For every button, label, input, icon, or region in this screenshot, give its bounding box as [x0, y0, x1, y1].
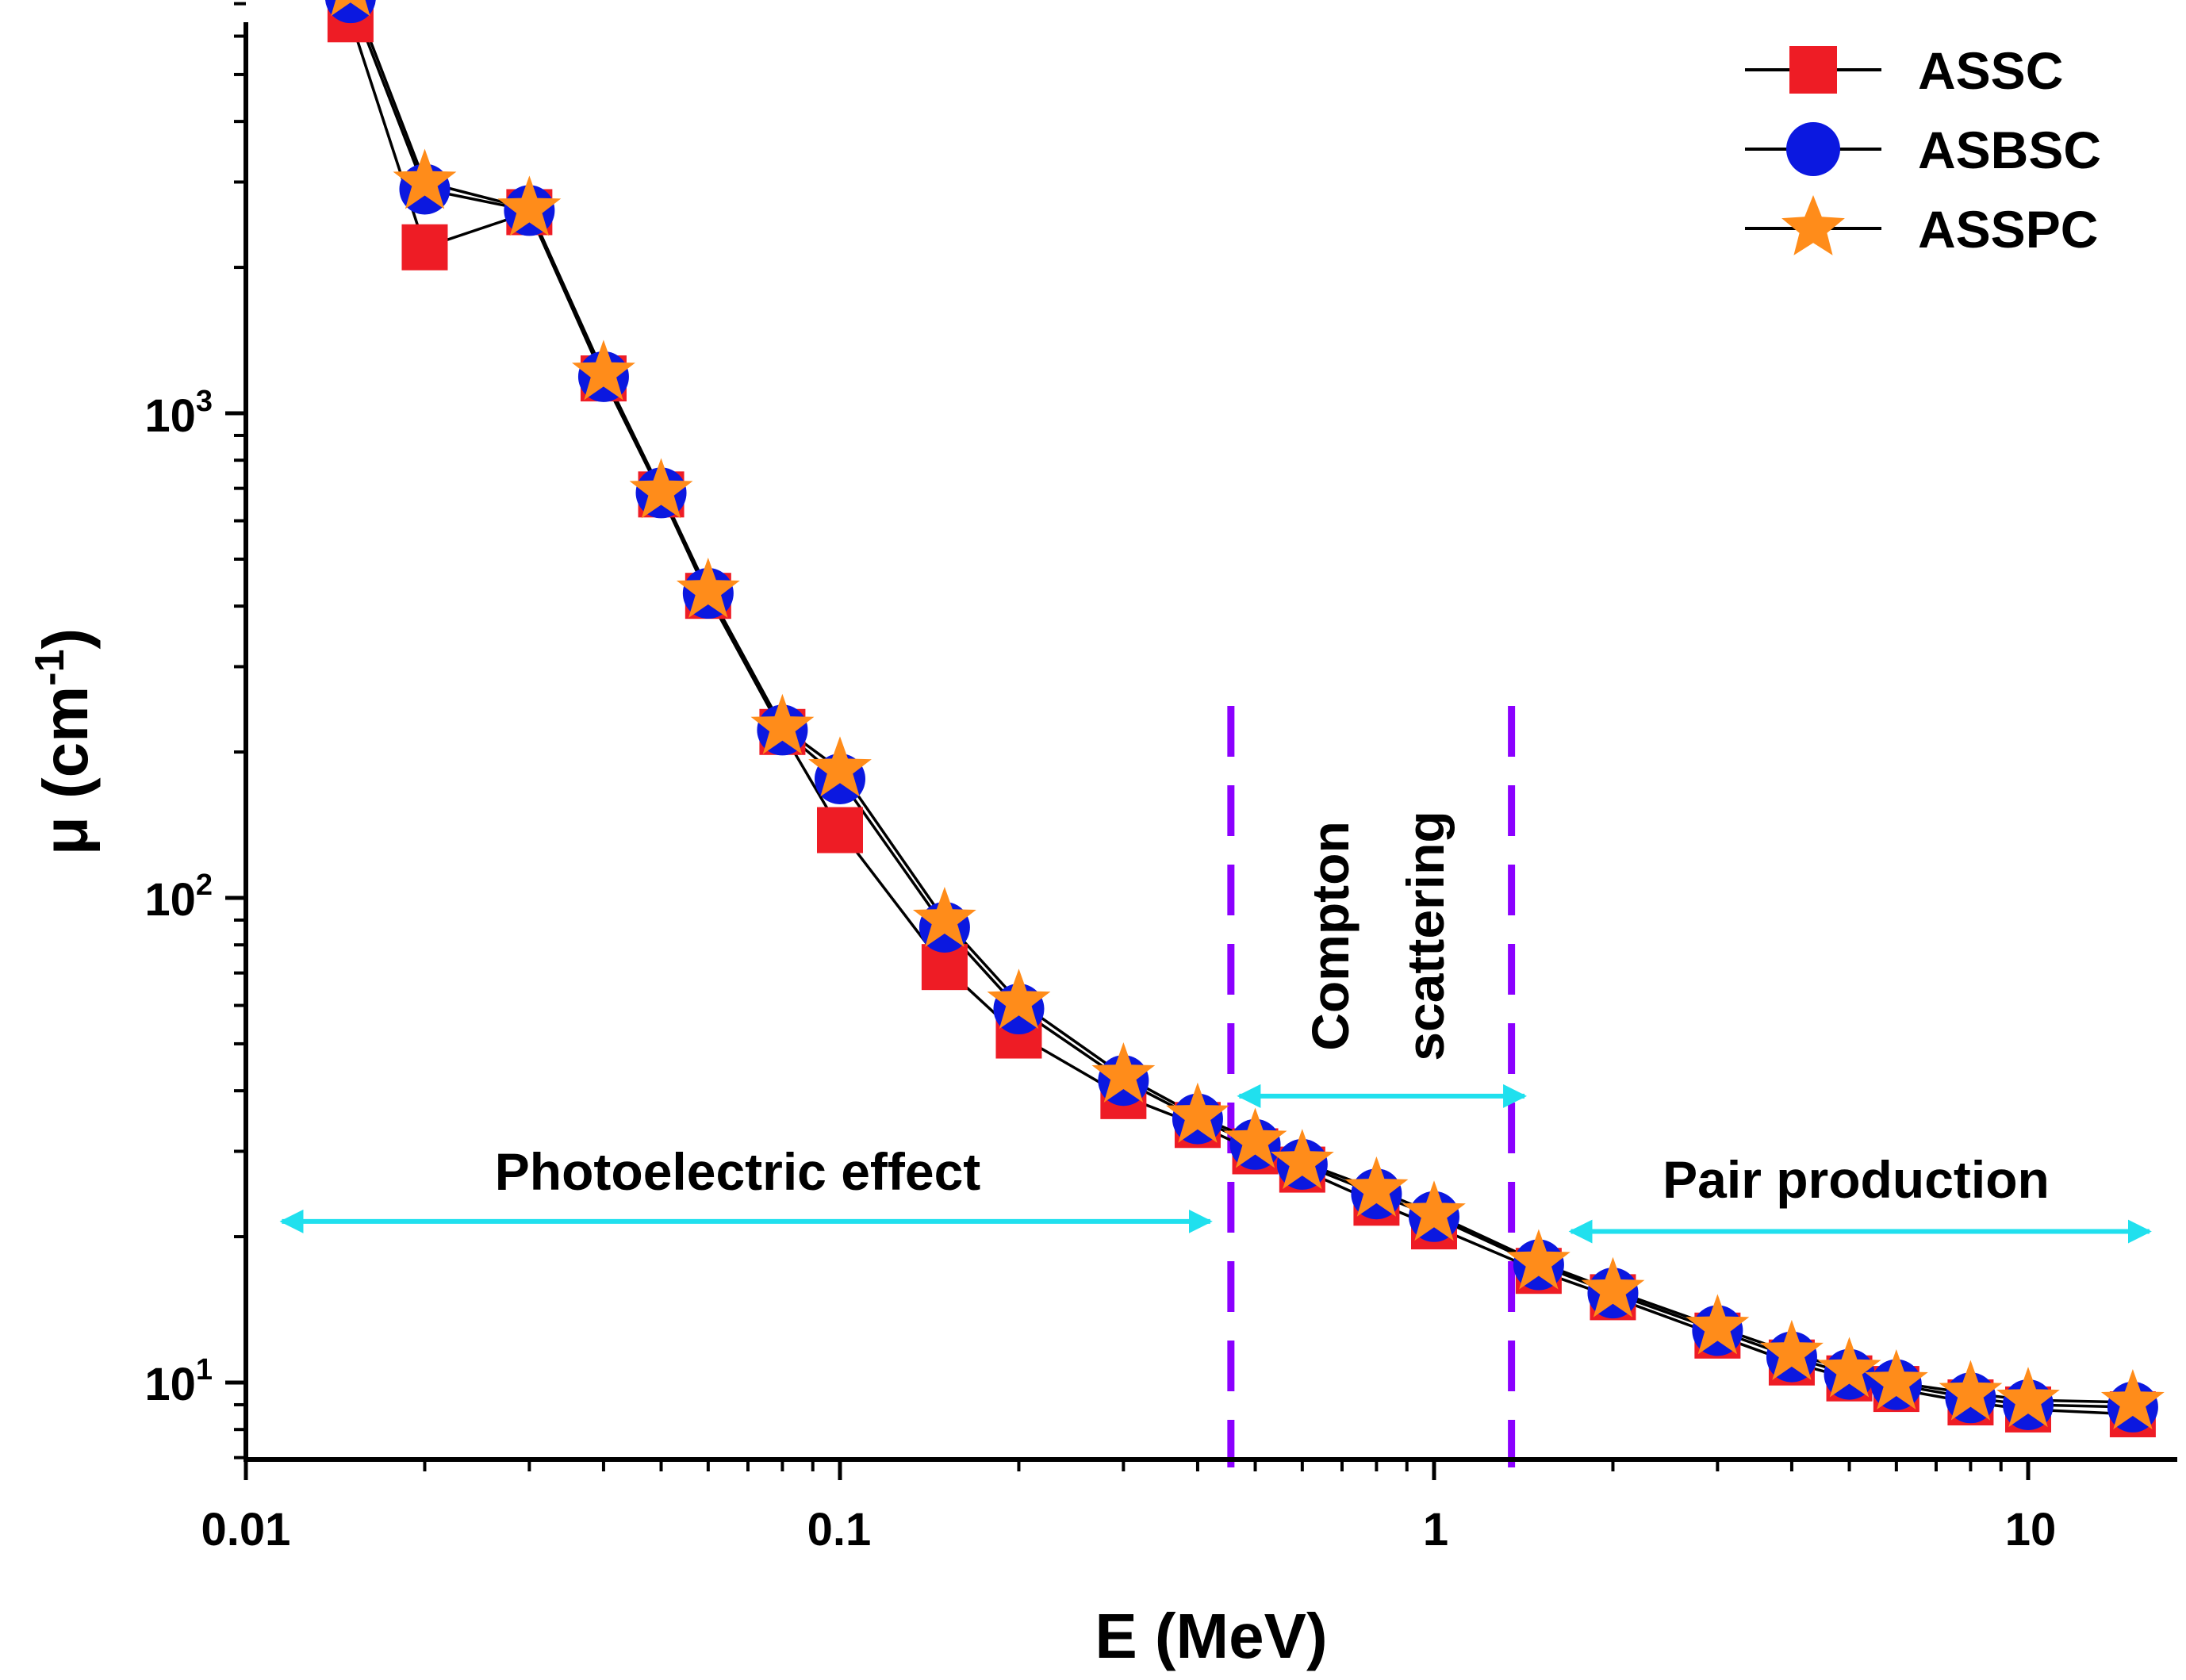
data-point-star [331, 0, 370, 17]
data-point-square [401, 224, 448, 270]
data-point-star [1166, 1082, 1229, 1143]
data-point-star [1686, 1294, 1750, 1355]
region-label-photoelectric: Photoelectric effect [495, 1142, 981, 1201]
x-tick-label: 0.1 [807, 1504, 872, 1555]
data-point-star [1939, 1360, 2003, 1421]
legend-star-marker [1781, 195, 1845, 255]
data-point-square [817, 807, 863, 853]
data-point-star [750, 693, 815, 754]
x-tick-label: 10 [2005, 1504, 2057, 1555]
y-tick-exponent: 2 [196, 869, 213, 902]
data-point-star [497, 175, 562, 236]
y-axis-title-exponent: -1 [27, 649, 73, 685]
legend: ASSC ASBSC ASSPC [1745, 41, 2101, 259]
region-label-compton-line2: scattering [1396, 811, 1455, 1061]
legend-label: ASBSC [1918, 121, 2101, 179]
data-point-star [1223, 1107, 1287, 1168]
x-axis-title: E (MeV) [1095, 1601, 1327, 1671]
y-tick-label: 101 [144, 1353, 213, 1410]
data-point-star [1581, 1256, 1645, 1318]
legend-square-marker [1789, 46, 1837, 94]
data-point-star [393, 148, 457, 209]
data-point-star [1506, 1229, 1570, 1290]
y-tick-exponent: 3 [196, 385, 213, 418]
data-point-star [987, 968, 1051, 1030]
data-point-star [1344, 1156, 1409, 1217]
y-tick-label: 103 [144, 385, 213, 442]
region-label-compton-line1: Compton [1301, 821, 1360, 1051]
data-point-star [2100, 1369, 2165, 1429]
region-label-pair-production: Pair production [1663, 1150, 2050, 1209]
legend-circle-marker [1786, 122, 1840, 176]
data-point-star [1760, 1319, 1824, 1380]
legend-label: ASSPC [1918, 200, 2098, 259]
legend-label: ASSC [1918, 41, 2063, 100]
data-point-star [1270, 1129, 1334, 1190]
data-point-star [629, 458, 693, 519]
data-point-star [1817, 1337, 1881, 1398]
y-axis-title: μ (cm-1) [27, 628, 101, 855]
data-point-star [1402, 1180, 1466, 1241]
plot-area [279, 0, 2165, 1467]
data-point-star [912, 887, 976, 947]
data-point-star [1864, 1349, 1928, 1410]
y-tick-base: 10 [144, 874, 196, 926]
y-axis-title-close: ) [30, 628, 101, 650]
y-tick-label: 102 [144, 869, 213, 926]
data-point-star [1996, 1367, 2060, 1428]
x-tick-label: 0.01 [201, 1504, 291, 1555]
data-point-star [676, 558, 740, 618]
y-tick-base: 10 [144, 390, 196, 442]
y-tick-base: 10 [144, 1359, 196, 1410]
axis-ticks [225, 2, 2031, 1480]
y-tick-exponent: 1 [196, 1353, 213, 1387]
data-point-star [808, 736, 872, 797]
y-axis-title-main: μ (cm [30, 686, 101, 855]
data-point-star [572, 339, 635, 401]
data-point-star [1091, 1042, 1156, 1103]
x-tick-label: 1 [1423, 1504, 1448, 1555]
